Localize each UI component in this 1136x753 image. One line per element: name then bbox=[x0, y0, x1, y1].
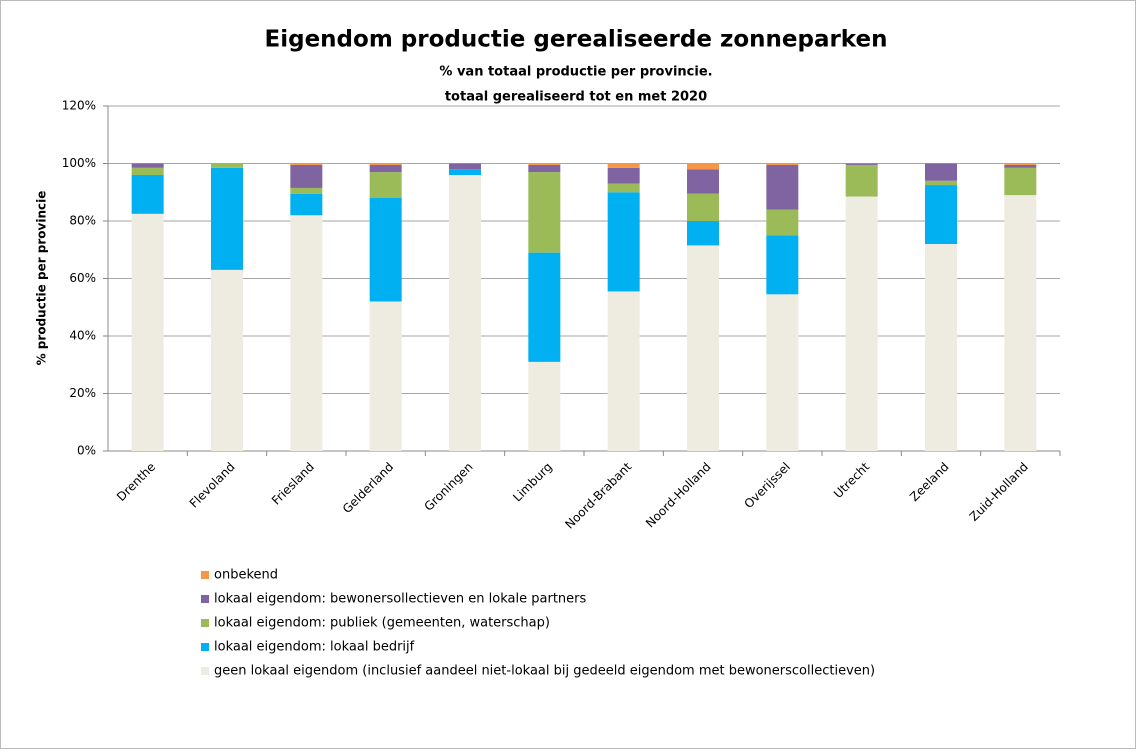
y-tick-label: 40% bbox=[69, 329, 96, 343]
bar-segment bbox=[766, 235, 799, 295]
bar-segment bbox=[211, 269, 243, 451]
bar-segment bbox=[449, 163, 481, 170]
bar-segment bbox=[369, 198, 402, 302]
bar-segment bbox=[290, 193, 323, 216]
legend-swatch bbox=[201, 643, 209, 651]
y-tick-label: 120% bbox=[62, 99, 96, 113]
bar-segment bbox=[1004, 164, 1037, 168]
bar-segment bbox=[131, 213, 164, 451]
legend-label: lokaal eigendom: publiek (gemeenten, wat… bbox=[214, 616, 550, 631]
legend-swatch bbox=[201, 619, 209, 627]
bar-segment bbox=[449, 175, 481, 451]
bar-segment bbox=[131, 175, 164, 214]
bar-segment bbox=[845, 164, 878, 197]
bar-segment bbox=[131, 163, 164, 168]
bar-segment bbox=[369, 301, 402, 451]
bar-segment bbox=[369, 163, 402, 165]
bar-segment bbox=[1004, 163, 1037, 165]
y-tick-label: 20% bbox=[69, 386, 96, 400]
bar-segment bbox=[766, 294, 799, 451]
bar-segment bbox=[290, 215, 323, 451]
bar-segment bbox=[528, 361, 561, 451]
bar-segment bbox=[290, 163, 323, 165]
bar-segment bbox=[687, 245, 719, 451]
y-axis-label: % productie per provincie bbox=[35, 191, 49, 366]
bar-segment bbox=[528, 164, 561, 173]
y-tick-label: 100% bbox=[62, 156, 96, 170]
bar-segment bbox=[925, 185, 957, 244]
bar-segment bbox=[528, 252, 561, 362]
bar-segment bbox=[449, 169, 481, 175]
bar-segment bbox=[607, 192, 640, 292]
bar-segment bbox=[845, 163, 878, 165]
bar-segment bbox=[845, 196, 878, 451]
y-tick-label: 0% bbox=[77, 444, 96, 458]
bar-segment bbox=[290, 187, 323, 194]
bar-segment bbox=[1004, 167, 1037, 196]
y-tick-label: 80% bbox=[69, 214, 96, 228]
legend-label: geen lokaal eigendom (inclusief aandeel … bbox=[214, 664, 875, 679]
bar-segment bbox=[925, 163, 957, 181]
bar-segment bbox=[687, 221, 719, 246]
y-tick-label: 60% bbox=[69, 271, 96, 285]
chart-title: Eigendom productie gerealiseerde zonnepa… bbox=[265, 27, 888, 53]
bar-segment bbox=[687, 163, 719, 170]
bar-segment bbox=[369, 164, 402, 173]
bar-segment bbox=[607, 163, 640, 168]
bar-segment bbox=[766, 163, 799, 165]
bar-segment bbox=[925, 244, 957, 451]
bar-segment bbox=[211, 167, 243, 270]
legend-swatch bbox=[201, 667, 209, 675]
bar-segment bbox=[607, 291, 640, 451]
bar-segment bbox=[211, 163, 243, 168]
chart-subtitle: % van totaal productie per provincie. bbox=[439, 65, 712, 80]
legend-label: onbekend bbox=[214, 568, 278, 583]
bar-segment bbox=[131, 167, 164, 175]
chart-subtitle: totaal gerealiseerd tot en met 2020 bbox=[445, 90, 707, 105]
bar-segment bbox=[528, 172, 561, 253]
bar-segment bbox=[687, 193, 719, 221]
legend-swatch bbox=[201, 595, 209, 603]
bar-segment bbox=[369, 172, 402, 198]
bar-segment bbox=[766, 209, 799, 236]
bar-segment bbox=[607, 167, 640, 184]
legend-swatch bbox=[201, 571, 209, 579]
bar-segment bbox=[290, 164, 323, 188]
bar-segment bbox=[925, 180, 957, 186]
bar-segment bbox=[1004, 195, 1037, 451]
bar-segment bbox=[687, 169, 719, 194]
bar-segment bbox=[528, 163, 561, 165]
bar-segment bbox=[607, 183, 640, 193]
bar-segment bbox=[766, 164, 799, 210]
legend-label: lokaal eigendom: lokaal bedrijf bbox=[214, 640, 415, 655]
legend-label: lokaal eigendom: bewonersollectieven en … bbox=[214, 592, 586, 607]
